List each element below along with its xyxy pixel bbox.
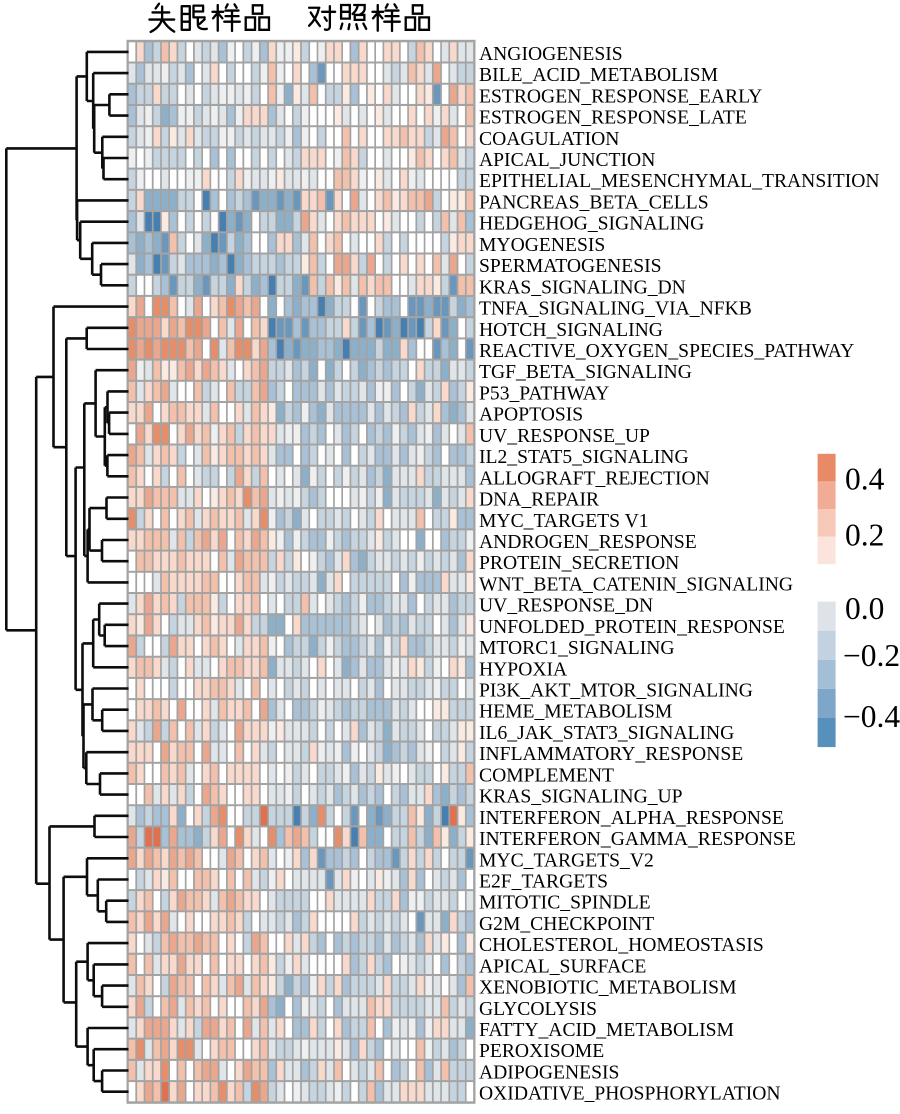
svg-text:0.0: 0.0 (845, 591, 884, 626)
svg-text:G2M_CHECKPOINT: G2M_CHECKPOINT (479, 914, 654, 935)
svg-text:HOTCH_SIGNALING: HOTCH_SIGNALING (479, 320, 663, 341)
svg-text:MYC_TARGETS_V2: MYC_TARGETS_V2 (479, 850, 654, 871)
svg-text:DNA_REPAIR: DNA_REPAIR (479, 490, 600, 511)
svg-text:ESTROGEN_RESPONSE_LATE: ESTROGEN_RESPONSE_LATE (479, 108, 747, 129)
svg-text:APICAL_SURFACE: APICAL_SURFACE (479, 956, 646, 977)
svg-text:COMPLEMENT: COMPLEMENT (479, 765, 614, 786)
svg-text:MTORC1_SIGNALING: MTORC1_SIGNALING (479, 638, 675, 659)
svg-text:E2F_TARGETS: E2F_TARGETS (479, 872, 608, 893)
svg-text:KRAS_SIGNALING_DN: KRAS_SIGNALING_DN (479, 277, 686, 298)
svg-text:−0.4: −0.4 (843, 699, 900, 734)
svg-text:EPITHELIAL_MESENCHYMAL_TRANSIT: EPITHELIAL_MESENCHYMAL_TRANSITION (479, 171, 880, 192)
svg-text:INTERFERON_GAMMA_RESPONSE: INTERFERON_GAMMA_RESPONSE (479, 829, 796, 850)
svg-text:BILE_ACID_METABOLISM: BILE_ACID_METABOLISM (479, 65, 718, 86)
svg-text:HEME_METABOLISM: HEME_METABOLISM (479, 702, 672, 723)
svg-text:KRAS_SIGNALING_UP: KRAS_SIGNALING_UP (479, 787, 683, 808)
svg-text:ANDROGEN_RESPONSE: ANDROGEN_RESPONSE (479, 532, 697, 553)
svg-text:COAGULATION: COAGULATION (479, 129, 619, 150)
svg-text:ANGIOGENESIS: ANGIOGENESIS (479, 44, 623, 65)
svg-text:UNFOLDED_PROTEIN_RESPONSE: UNFOLDED_PROTEIN_RESPONSE (479, 617, 785, 638)
svg-text:HEDGEHOG_SIGNALING: HEDGEHOG_SIGNALING (479, 214, 704, 235)
svg-text:REACTIVE_OXYGEN_SPECIES_PATHWA: REACTIVE_OXYGEN_SPECIES_PATHWAY (479, 341, 854, 362)
svg-text:MYOGENESIS: MYOGENESIS (479, 235, 605, 256)
svg-text:OXIDATIVE_PHOSPHORYLATION: OXIDATIVE_PHOSPHORYLATION (479, 1084, 781, 1105)
svg-text:0.2: 0.2 (845, 518, 884, 553)
svg-text:WNT_BETA_CATENIN_SIGNALING: WNT_BETA_CATENIN_SIGNALING (479, 574, 793, 595)
svg-text:HYPOXIA: HYPOXIA (479, 659, 567, 680)
svg-text:PANCREAS_BETA_CELLS: PANCREAS_BETA_CELLS (479, 192, 709, 213)
svg-text:P53_PATHWAY: P53_PATHWAY (479, 383, 609, 404)
svg-text:INFLAMMATORY_RESPONSE: INFLAMMATORY_RESPONSE (479, 744, 743, 765)
svg-text:APICAL_JUNCTION: APICAL_JUNCTION (479, 150, 655, 171)
svg-text:0.4: 0.4 (845, 462, 885, 497)
svg-text:TNFA_SIGNALING_VIA_NFKB: TNFA_SIGNALING_VIA_NFKB (479, 299, 752, 320)
svg-text:UV_RESPONSE_UP: UV_RESPONSE_UP (479, 426, 650, 447)
svg-text:IL2_STAT5_SIGNALING: IL2_STAT5_SIGNALING (479, 447, 689, 468)
svg-text:PEROXISOME: PEROXISOME (479, 1041, 604, 1062)
svg-text:APOPTOSIS: APOPTOSIS (479, 405, 583, 426)
svg-text:CHOLESTEROL_HOMEOSTASIS: CHOLESTEROL_HOMEOSTASIS (479, 935, 764, 956)
svg-text:TGF_BETA_SIGNALING: TGF_BETA_SIGNALING (479, 362, 692, 383)
svg-text:PROTEIN_SECRETION: PROTEIN_SECRETION (479, 553, 679, 574)
svg-text:IL6_JAK_STAT3_SIGNALING: IL6_JAK_STAT3_SIGNALING (479, 723, 734, 744)
svg-text:−0.2: −0.2 (843, 638, 900, 673)
svg-text:MITOTIC_SPINDLE: MITOTIC_SPINDLE (479, 893, 651, 914)
svg-text:XENOBIOTIC_METABOLISM: XENOBIOTIC_METABOLISM (479, 978, 737, 999)
svg-text:UV_RESPONSE_DN: UV_RESPONSE_DN (479, 596, 653, 617)
svg-text:GLYCOLYSIS: GLYCOLYSIS (479, 999, 597, 1020)
svg-text:FATTY_ACID_METABOLISM: FATTY_ACID_METABOLISM (479, 1020, 734, 1041)
svg-text:MYC_TARGETS V1: MYC_TARGETS V1 (479, 511, 649, 532)
svg-text:INTERFERON_ALPHA_RESPONSE: INTERFERON_ALPHA_RESPONSE (479, 808, 784, 829)
svg-text:PI3K_AKT_MTOR_SIGNALING: PI3K_AKT_MTOR_SIGNALING (479, 681, 753, 702)
svg-text:ADIPOGENESIS: ADIPOGENESIS (479, 1063, 619, 1084)
svg-text:ESTROGEN_RESPONSE_EARLY: ESTROGEN_RESPONSE_EARLY (479, 86, 762, 107)
svg-text:SPERMATOGENESIS: SPERMATOGENESIS (479, 256, 662, 277)
svg-text:ALLOGRAFT_REJECTION: ALLOGRAFT_REJECTION (479, 468, 710, 489)
